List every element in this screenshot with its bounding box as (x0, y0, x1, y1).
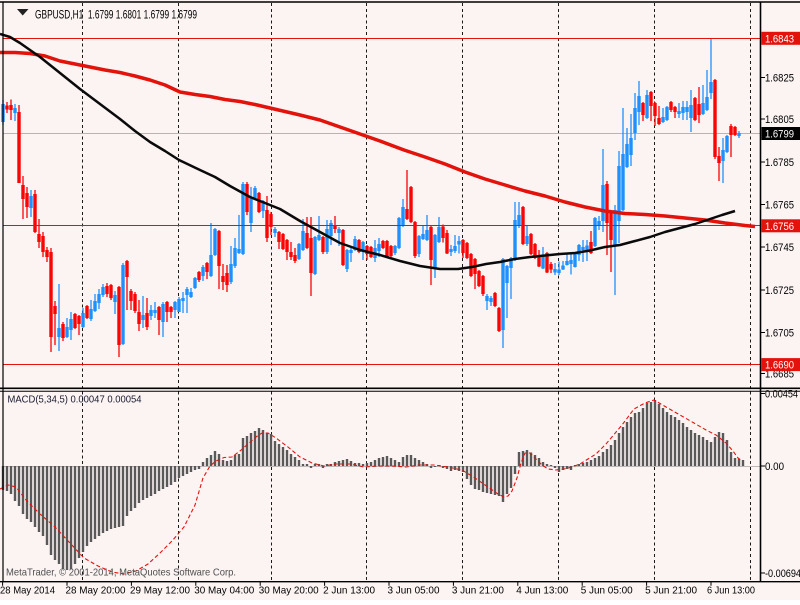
svg-text:1.6843: 1.6843 (765, 33, 794, 45)
svg-text:1.6785: 1.6785 (765, 157, 794, 169)
svg-text:1.6690: 1.6690 (765, 360, 794, 372)
svg-text:30 May 04:00: 30 May 04:00 (194, 585, 254, 597)
svg-text:-0.00694: -0.00694 (765, 568, 800, 580)
svg-text:29 May 12:00: 29 May 12:00 (130, 585, 190, 597)
svg-text:4 Jun 13:00: 4 Jun 13:00 (516, 585, 568, 597)
svg-text:5 Jun 05:00: 5 Jun 05:00 (581, 585, 633, 597)
svg-text:30 May 20:00: 30 May 20:00 (259, 585, 319, 597)
svg-text:6 Jun 13:00: 6 Jun 13:00 (707, 585, 755, 597)
svg-text:1.6745: 1.6745 (765, 242, 794, 254)
svg-text:5 Jun 21:00: 5 Jun 21:00 (645, 585, 697, 597)
svg-text:28 May 2014: 28 May 2014 (0, 585, 55, 597)
svg-text:1.6725: 1.6725 (765, 285, 794, 297)
svg-text:MetaTrader, © 2001-2014, MetaQ: MetaTrader, © 2001-2014, MetaQuotes Soft… (6, 568, 236, 579)
svg-text:MACD(5,34,5) 0.00047 0.00054: MACD(5,34,5) 0.00047 0.00054 (8, 394, 142, 406)
svg-text:3 Jun 05:00: 3 Jun 05:00 (388, 585, 440, 597)
svg-text:1.6765: 1.6765 (765, 200, 794, 212)
svg-text:1.6705: 1.6705 (765, 328, 794, 340)
svg-text:1.6756: 1.6756 (765, 221, 794, 233)
svg-text:0.00: 0.00 (765, 461, 784, 473)
svg-text:GBPUSD,H1 1.6799 1.6801 1.679: GBPUSD,H1 1.6799 1.6801 1.6799 1.6799 (35, 8, 197, 22)
svg-text:1.6799: 1.6799 (765, 129, 794, 141)
svg-text:28 May 20:00: 28 May 20:00 (66, 585, 126, 597)
svg-text:1.6825: 1.6825 (765, 73, 794, 85)
svg-text:1.6805: 1.6805 (765, 114, 794, 126)
svg-text:2 Jun 13:00: 2 Jun 13:00 (323, 585, 375, 597)
svg-text:3 Jun 21:00: 3 Jun 21:00 (452, 585, 504, 597)
svg-text:0.00454: 0.00454 (765, 389, 798, 401)
